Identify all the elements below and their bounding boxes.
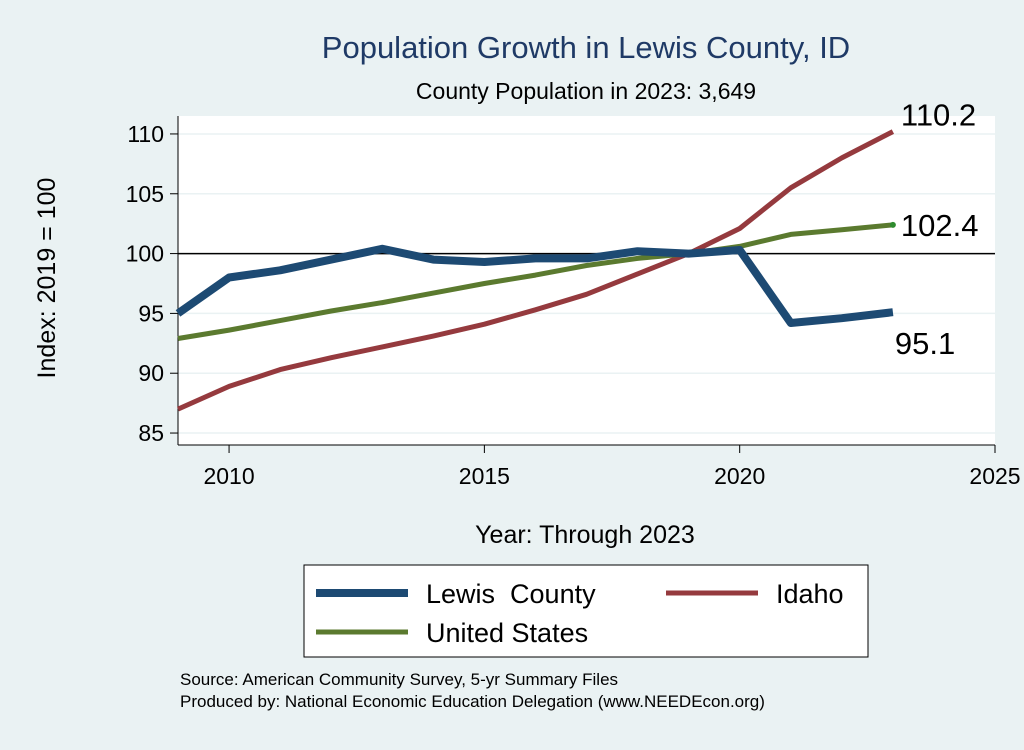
y-tick-label-90: 90 [138, 360, 164, 386]
y-tick-label-100: 100 [126, 241, 164, 267]
legend-label-idaho: Idaho [776, 579, 844, 609]
legend-box [303, 564, 869, 658]
source-note: Source: American Community Survey, 5-yr … [180, 670, 618, 689]
series-line-idaho [176, 129, 895, 412]
series-lines [175, 129, 896, 412]
chart-subtitle: County Population in 2023: 3,649 [416, 78, 756, 104]
y-tick-label-105: 105 [126, 181, 164, 207]
x-tick-label-2010: 2010 [203, 463, 254, 489]
end-label-idaho: 110.2 [901, 98, 976, 133]
plot-area [178, 116, 995, 445]
chart-title: Population Growth in Lewis County, ID [322, 30, 850, 65]
legend-label-lewis-county: Lewis County [426, 579, 596, 609]
produced-note: Produced by: National Economic Education… [180, 692, 765, 711]
legend: Lewis County Idaho United States [303, 564, 869, 658]
x-tick-label-2020: 2020 [714, 463, 765, 489]
series-end-point-united-states [889, 221, 896, 228]
series-line-united-states [177, 222, 894, 341]
y-tick-label-95: 95 [138, 300, 164, 326]
legend-label-united-states: United States [426, 618, 588, 648]
series-line-lewis-county [175, 244, 894, 327]
y-axis-label: Index: 2019 = 100 [33, 178, 61, 379]
x-tick-label-2015: 2015 [459, 463, 510, 489]
axes: 85 90 95 100 105 110 2010 2015 2020 2025 [126, 116, 1021, 489]
end-label-lewis-county: 95.1 [895, 326, 955, 361]
end-labels: 95.1 110.2 102.4 [895, 98, 979, 362]
x-tick-label-2025: 2025 [969, 463, 1020, 489]
x-axis-label: Year: Through 2023 [475, 521, 695, 549]
end-label-united-states: 102.4 [901, 208, 979, 243]
y-tick-label-85: 85 [138, 420, 164, 446]
y-tick-label-110: 110 [127, 121, 164, 147]
